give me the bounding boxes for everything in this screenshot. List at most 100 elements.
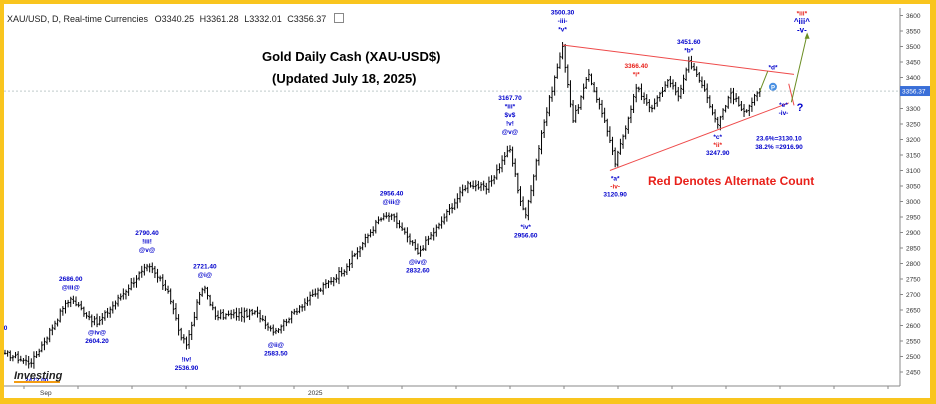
ohlc-bar [542,119,546,138]
y-tick-label: 3000 [906,199,921,206]
wave-label: -iv- [779,110,789,117]
wave-label: *iv* [520,224,531,231]
wave-label: *iii* [797,11,808,18]
wave-label: -iii- [558,18,568,25]
ohlc-bar [613,147,617,168]
ohlc-bar [345,263,349,276]
wave-label: *c* [713,134,722,141]
ohlc-bar [374,219,378,234]
ohlc-bar [556,63,559,79]
ohlc-bar [742,104,746,117]
x-tick-label: Sep [40,390,52,397]
ohlc-bar [540,130,543,155]
ohlc-bar [514,158,517,177]
ohlc-bar [103,310,107,321]
ohlc-bar [598,97,601,110]
ohlc-bar [642,92,646,104]
ohlc-bar [19,355,22,362]
ohlc-bar [429,231,433,240]
ohlc-bar [140,265,143,278]
ohlc-bar [132,277,136,288]
ohlc-bar [419,245,422,257]
ohlc-bar [616,150,619,167]
ohlc-bar [32,351,36,369]
wave-label: ?2.10 [4,325,8,332]
ohlc-bar [566,64,570,88]
ohlc-bar [498,163,501,174]
ohlc-bar [114,300,117,310]
ohlc-bar [640,83,643,101]
y-tick-label: 3100 [906,168,921,175]
ohlc-bar [122,288,125,300]
ohlc-bar [650,104,654,113]
symbol-header: XAU/USD, D, Real-time Currencies O3340.2… [7,13,347,24]
ohlc-bar [658,91,662,102]
ohlc-bar [448,203,451,216]
y-tick-label: 2550 [906,339,921,346]
y-tick-label: 2450 [906,370,921,377]
ohlc-bar [416,243,420,255]
settings-icon[interactable] [333,13,344,23]
ohlc-bar [364,233,367,248]
ohlc-bar [669,75,672,88]
ohlc-bar [214,306,217,320]
ohlc-bar [398,220,401,229]
ohlc-bar [387,212,391,222]
ohlc-bar [729,87,733,104]
ohlc-bar [558,52,562,69]
ohlc-bar [503,152,506,165]
ohlc-bar [182,334,186,344]
wave-label: *iii* [505,104,516,111]
y-tick-label: 2700 [906,292,921,299]
ohlc-bar [627,116,630,134]
ohlc-bar [43,337,46,351]
ohlc-bar [529,185,533,204]
ohlc-bar [332,277,335,287]
price-chart[interactable]: 2450 2500 2550 2600 2650 2700 2750 2800 2850 2900… [4,4,930,398]
ohlc-bar [264,315,267,330]
ohlc-bar [169,288,172,305]
ohlc-bar [206,286,209,300]
y-tick-label: 3300 [906,106,921,113]
x-tick-label: 2025 [308,390,323,397]
wave-label: !iv! [182,357,192,364]
low-value: L3332.01 [244,14,282,24]
ohlc-bar [350,250,354,269]
ohlc-bar [474,180,477,192]
ohlc-bar [719,115,722,131]
alert-marker-icon[interactable] [768,82,777,91]
ohlc-bar [53,320,57,331]
ohlc-bar [679,84,683,99]
ohlc-bar [248,308,251,320]
ohlc-bar [219,309,222,320]
ohlc-bar [90,314,93,328]
ohlc-bar [582,83,585,100]
ohlc-bar [287,317,291,324]
chart-subtitle: (Updated July 18, 2025) [272,71,417,86]
ohlc-bar [414,239,417,251]
ohlc-bar [490,175,493,187]
wave-label: *e* [779,102,788,109]
ohlc-bar [266,322,270,331]
ohlc-bar [545,107,548,127]
ohlc-bar [495,164,499,180]
ohlc-bar [437,222,441,230]
ohlc-bar [393,213,396,222]
ohlc-bar [684,67,688,81]
ohlc-bar [516,172,520,194]
y-tick-label: 2750 [906,277,921,284]
ohlc-bar [277,328,280,334]
ohlc-bar [421,245,425,252]
ohlc-bar [166,285,170,294]
ohlc-bar [106,307,109,318]
ohlc-bar [324,279,328,289]
ohlc-bar [211,301,214,311]
ohlc-bar [256,306,259,318]
ohlc-bar [485,182,488,195]
ohlc-bar [537,145,541,166]
alert-marker-label: P [771,85,775,91]
ohlc-bar [750,97,754,112]
ohlc-bar [440,216,443,229]
y-tick-label: 3450 [906,60,921,67]
ohlc-bar [164,279,167,291]
